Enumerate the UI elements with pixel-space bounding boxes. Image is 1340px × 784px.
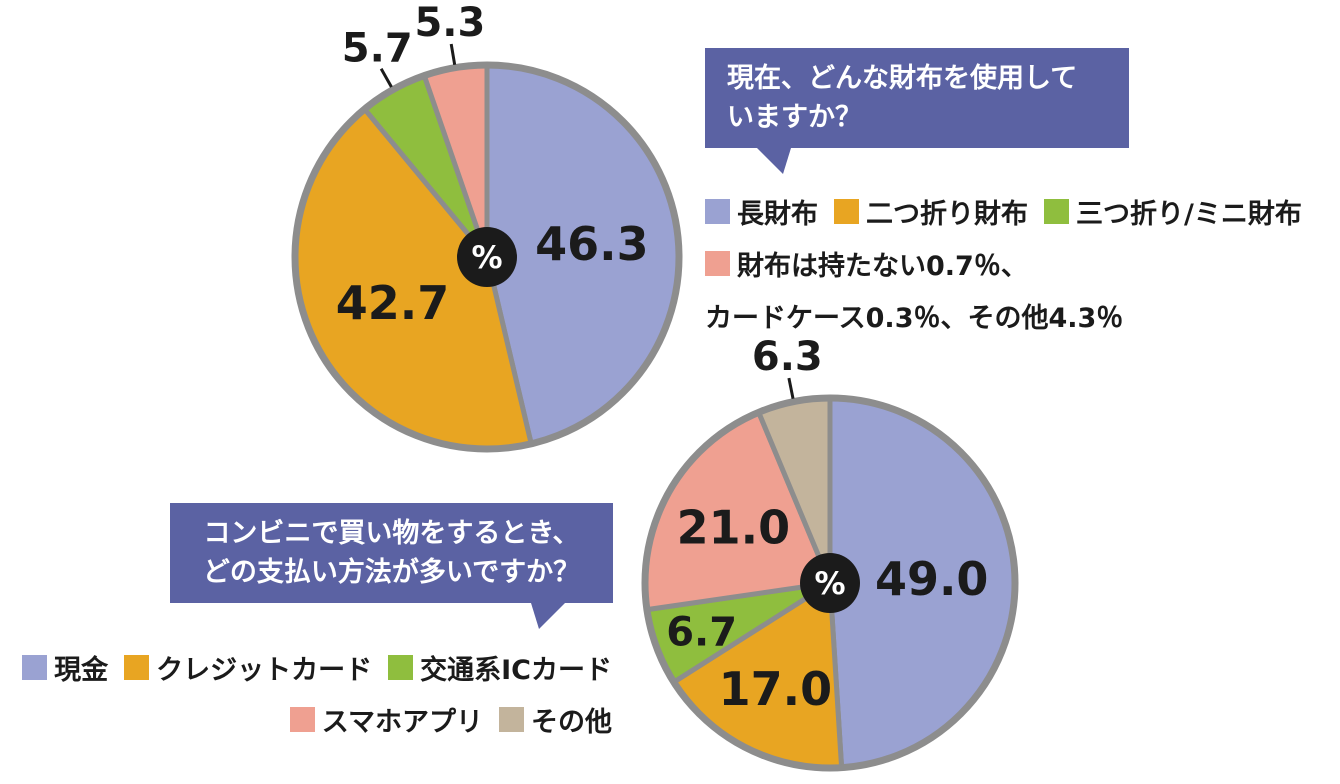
legend-item: クレジットカード [124,648,372,687]
legend-label: スマホアプリ [321,707,483,738]
slice-value-label: 5.7 [342,26,413,72]
payment-question-line-2: どの支払い方法が多いですか？ [202,557,581,589]
legend-swatch [22,655,48,680]
slice-value-label: 17.0 [719,662,833,716]
wallet-legend-row-3: カードケース0.3％、その他4.3％ [705,296,1302,335]
legend-item: その他 [499,700,612,739]
payment-legend-row-2: スマホアプリ その他 [8,700,612,739]
percent-unit-label: % [471,240,502,276]
wallet-pie-chart: 46.3 42.7 5.75.3% [291,0,683,453]
legend-item: 現金 [22,648,108,687]
legend-swatch [1044,199,1069,224]
payment-pie-chart: 49.0 17.0 6.7 21.0 6.3% [641,334,1019,772]
legend-label: 二つ折り財布 [866,199,1028,230]
legend-item: スマホアプリ [289,700,483,739]
wallet-legend-row-2: 財布は持たない0.7％、 [705,244,1302,283]
legend-label: クレジットカード [156,655,373,686]
legend-swatch [289,707,315,732]
bubble-tail [757,148,791,175]
percent-unit-badge [457,227,517,287]
slice-value-label: 21.0 [677,500,791,554]
legend-label: 長財布 [737,199,818,230]
legend-swatch [705,199,730,224]
payment-legend: 現金 クレジットカード 交通系ICカード スマホアプリ その他 [8,648,612,752]
legend-swatch [834,199,859,224]
payment-question-bubble: コンビニで買い物をするとき、 どの支払い方法が多いですか？ [170,503,613,630]
slice-value-label: 49.0 [875,552,989,606]
legend-item: 長財布 [705,192,818,231]
legend-swatch [499,707,524,732]
legend-item: 交通系ICカード [388,648,612,687]
wallet-legend-row-1: 長財布 二つ折り財布 三つ折り/ミニ財布 [705,192,1302,231]
percent-unit-label: % [814,566,845,602]
leader-line [449,43,457,65]
legend-swatch [705,251,730,276]
slice-value-label: 6.7 [666,610,737,656]
leader-line [787,377,795,399]
wallet-legend: 長財布 二つ折り財布 三つ折り/ミニ財布 財布は持たない0.7％、 カードケース… [705,192,1302,348]
legend-label: 三つ折り/ミニ財布 [1076,199,1302,230]
leader-line [379,67,393,88]
payment-legend-row-1: 現金 クレジットカード 交通系ICカード [8,648,612,687]
slice-value-label: 46.3 [535,217,649,271]
wallet-question-line-2: いますか？ [727,102,862,134]
legend-label: 交通系ICカード [420,655,612,686]
wallet-question-line-1: 現在、どんな財布を使用して [727,63,1078,94]
payment-question-line-1: コンビニで買い物をするとき、 [203,518,580,549]
slice-value-label: 42.7 [336,276,450,330]
legend-swatch [388,655,414,680]
slice-value-label: 5.3 [414,0,485,46]
legend-label: 財布は持たない0.7％、 [737,251,1028,282]
legend-item: 三つ折り/ミニ財布 [1044,192,1302,231]
legend-swatch [124,655,150,680]
legend-item: 財布は持たない0.7％、 [705,244,1028,283]
percent-unit-badge [800,553,860,613]
pie-outline [641,394,1019,772]
legend-item: カードケース0.3％、その他4.3％ [705,296,1123,335]
pie-outline [291,61,683,453]
wallet-question-bubble: 現在、どんな財布を使用して いますか？ [705,48,1129,175]
slice-value-label: 6.3 [752,334,823,380]
legend-note: カードケース0.3％、その他4.3％ [705,303,1124,334]
legend-item: 二つ折り財布 [834,192,1028,231]
legend-label: 現金 [54,655,109,686]
legend-label: その他 [531,707,612,738]
bubble-tail [531,603,565,630]
